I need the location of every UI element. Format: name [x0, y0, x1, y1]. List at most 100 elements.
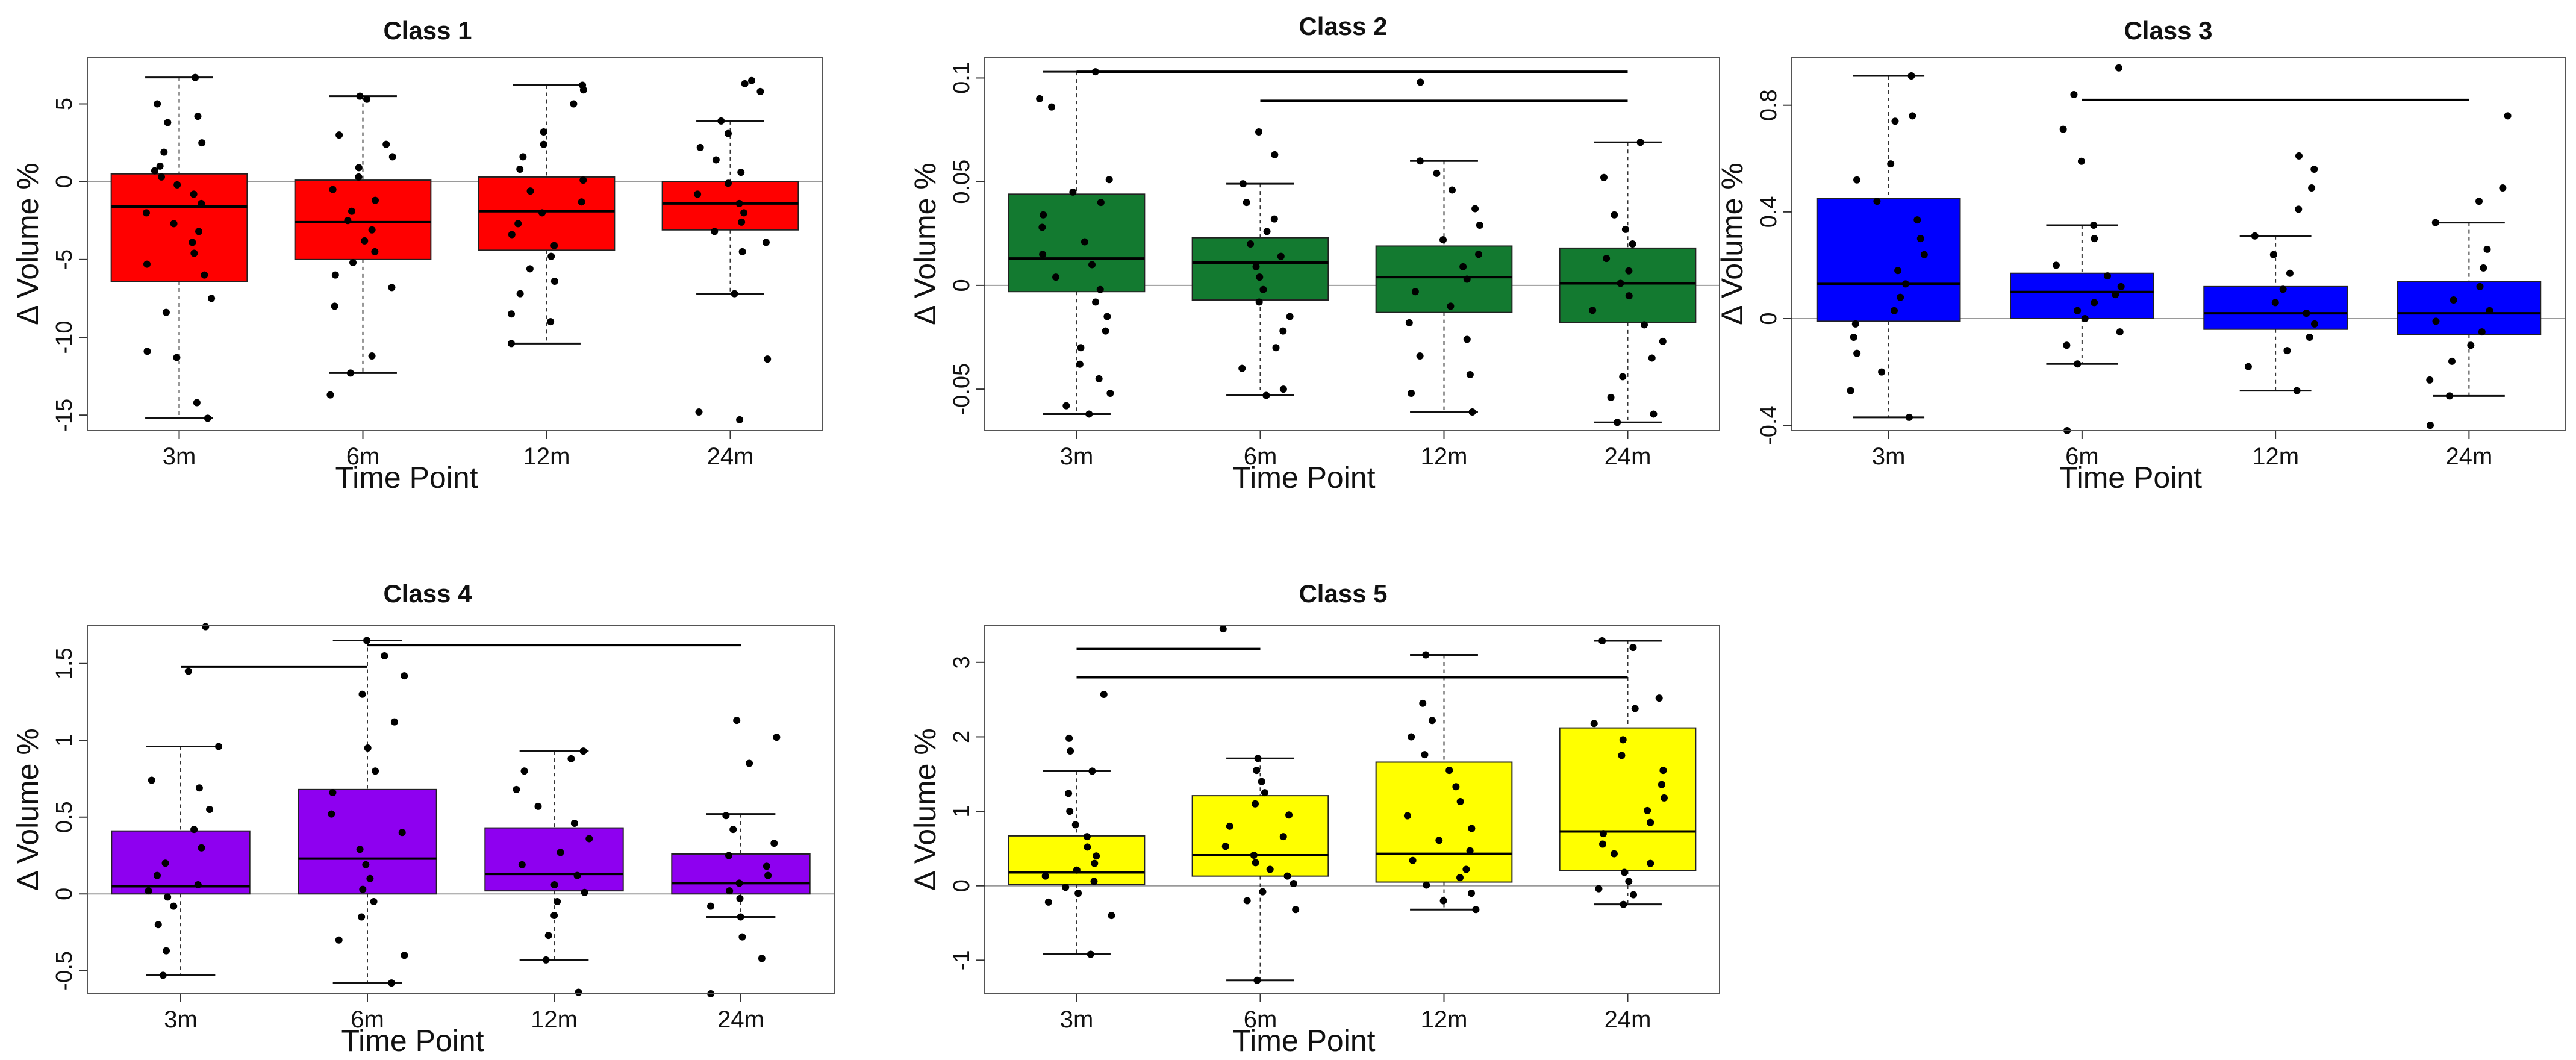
data-point — [1419, 699, 1427, 707]
data-point — [516, 290, 524, 298]
data-point — [202, 623, 210, 631]
data-point — [170, 220, 178, 228]
plot-frame — [984, 625, 1720, 994]
data-point — [1428, 717, 1436, 725]
data-point — [737, 169, 745, 176]
data-point — [1093, 852, 1100, 860]
data-point — [1459, 263, 1467, 270]
data-point — [371, 248, 379, 255]
data-point — [2286, 269, 2294, 277]
data-point — [2308, 184, 2316, 192]
y-tick-label: 0 — [52, 888, 77, 900]
data-point — [2279, 285, 2287, 293]
data-point — [747, 76, 755, 84]
data-point — [738, 933, 746, 941]
y-tick-label: -0.4 — [1756, 405, 1782, 444]
x-tick-label: 3m — [163, 443, 196, 470]
box-iqr — [1375, 761, 1513, 883]
box-24m — [2397, 222, 2542, 397]
data-point — [1081, 238, 1088, 246]
data-point — [2244, 363, 2252, 370]
data-point — [1607, 393, 1615, 401]
data-point — [1108, 912, 1115, 920]
data-point — [1077, 344, 1085, 352]
data-point — [1647, 818, 1654, 826]
y-tick-label: 0.1 — [949, 62, 975, 94]
box-iqr — [2203, 285, 2348, 330]
data-point — [534, 802, 542, 810]
data-point — [215, 743, 223, 750]
data-point — [1617, 279, 1624, 287]
data-point — [1468, 890, 1476, 897]
data-point — [1595, 885, 1603, 893]
data-point — [348, 207, 355, 215]
data-point — [1247, 240, 1255, 248]
data-point — [1619, 736, 1627, 744]
data-point — [154, 921, 162, 929]
data-point — [208, 295, 216, 302]
data-point — [2432, 317, 2440, 325]
data-point — [328, 810, 335, 818]
data-point — [1417, 78, 1424, 86]
data-point — [1048, 103, 1056, 111]
data-point — [544, 932, 552, 940]
data-point — [507, 340, 515, 348]
data-point — [142, 209, 150, 217]
data-point — [1258, 778, 1265, 785]
data-point — [1905, 413, 1913, 421]
data-point — [585, 835, 593, 843]
data-point — [2091, 235, 2098, 243]
data-point — [1073, 866, 1081, 874]
data-point — [2295, 152, 2303, 160]
box-iqr — [1191, 795, 1329, 877]
y-tick-label: 1.5 — [52, 647, 77, 679]
y-tick-label: 1 — [52, 734, 77, 747]
y-tick-label: 0.05 — [949, 160, 975, 204]
data-point — [711, 228, 719, 235]
data-point — [550, 911, 558, 919]
data-point — [2483, 245, 2491, 253]
y-tick-label: 0 — [1756, 312, 1782, 325]
data-point — [729, 826, 737, 834]
data-point — [758, 955, 766, 962]
data-point — [1909, 112, 1916, 120]
data-point — [1433, 169, 1441, 177]
data-point — [1069, 188, 1077, 196]
data-point — [550, 278, 558, 285]
box-iqr — [1008, 193, 1146, 293]
data-point — [160, 148, 168, 156]
data-point — [1243, 897, 1251, 905]
box-3m — [1816, 75, 1961, 419]
y-tick-label: 3 — [949, 656, 975, 669]
data-point — [1416, 352, 1424, 360]
data-point — [1052, 273, 1060, 281]
data-point — [159, 971, 167, 979]
data-point — [2446, 392, 2454, 400]
data-point — [372, 767, 379, 775]
data-point — [1100, 690, 1108, 698]
data-point — [1091, 859, 1099, 867]
x-tick-label: 6m — [346, 443, 380, 470]
data-point — [1256, 273, 1264, 281]
data-point — [145, 887, 152, 895]
data-point — [1065, 790, 1073, 797]
data-point — [726, 887, 734, 895]
data-point — [2450, 296, 2457, 304]
box-12m — [484, 750, 624, 961]
chart-class-1: 5 0 -5 -10 -15 3m 6m 12m 24m Time Point Δ Volume %… — [11, 16, 823, 494]
box-24m — [1559, 640, 1697, 906]
data-point — [1255, 128, 1263, 136]
y-tick-label: 0.5 — [52, 801, 77, 833]
data-point — [1655, 694, 1663, 702]
data-point — [514, 220, 522, 228]
data-point — [1271, 151, 1279, 158]
box-iqr — [2010, 272, 2154, 320]
data-point — [1614, 419, 1621, 426]
data-point — [143, 260, 151, 268]
data-point — [1448, 186, 1456, 194]
y-tick-label: 0 — [949, 279, 975, 292]
data-point — [1071, 821, 1079, 829]
data-point — [557, 849, 564, 856]
data-point — [1619, 373, 1627, 381]
